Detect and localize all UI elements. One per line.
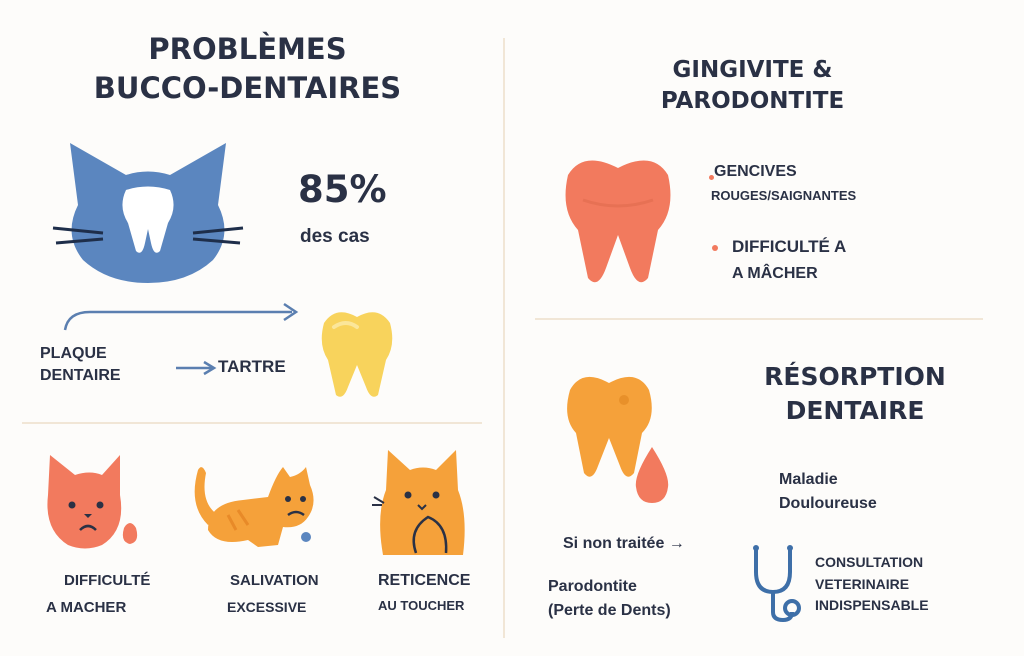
maladie-line2: Douloureuse: [779, 495, 877, 512]
drooling-orange-cat-icon: [194, 467, 314, 547]
result-line1: Parodontite: [548, 578, 637, 595]
right-bottom-title: RÉSORPTION DENTAIRE: [745, 360, 965, 428]
consult-line3: INDISPENSABLE: [815, 597, 929, 614]
symptom-1: DIFFICULTÉ A MACHER: [40, 572, 160, 616]
right-bottom-title-line1: RÉSORPTION: [764, 362, 946, 391]
stethoscope-icon: [753, 545, 801, 623]
symptom-2: SALIVATION EXCESSIVE: [222, 572, 342, 615]
symptom-1-line1: DIFFICULTÉ: [64, 572, 151, 589]
untreated-label: Si non traitée →: [563, 535, 685, 552]
sad-red-cat-icon: [47, 455, 138, 549]
yellow-tooth-icon: [321, 312, 393, 397]
consult-line2: VETERINAIRE: [815, 575, 910, 592]
right-top-title-line2: PARODONTITE: [660, 88, 845, 115]
symptom-3: RETICENCE AU TOUCHER: [372, 572, 487, 613]
consult-label: CONSULTATION VETERINAIRE INDISPENSABLE: [815, 552, 929, 617]
left-title-line2: BUCCO-DENTAIRES: [93, 71, 402, 106]
maladie-label: Maladie Douloureuse: [779, 468, 877, 516]
right-bottom-title-line2: DENTAIRE: [785, 395, 925, 425]
reticent-orange-cat-icon: [372, 450, 465, 555]
symptom-2-line1: SALIVATION: [230, 572, 319, 589]
consult-line1: CONSULTATION: [815, 554, 924, 570]
symptom-3-line1: RETICENCE: [378, 572, 471, 589]
symptom-3-line2: AU TOUCHER: [378, 598, 465, 613]
plaque-line1: PLAQUE: [40, 345, 107, 362]
bullet-1: GENCIVES ROUGES/SAIGNANTES: [708, 163, 856, 203]
plaque-line2: DENTAIRE: [40, 366, 121, 384]
blood-drop-icon: [635, 447, 669, 503]
left-title-line1: PROBLÈMES: [148, 32, 347, 66]
right-horizontal-divider: [535, 318, 983, 320]
bullet-1-dot: [709, 175, 714, 180]
bullet-2-line1: DIFFICULTÉ A: [732, 237, 847, 256]
right-top-title-line1: GINGIVITE &: [672, 57, 833, 83]
tartre-label: TARTRE: [218, 357, 286, 376]
red-tooth-icon: [565, 160, 671, 283]
blue-cat-head-with-tooth-icon: [52, 143, 244, 283]
stat-label: des cas: [300, 226, 370, 247]
result-line2: (Perte de Dents): [548, 602, 671, 619]
left-title: PROBLÈMES BUCCO-DENTAIRES: [60, 30, 435, 108]
stat-value: 85%: [298, 168, 387, 211]
bullet-2: DIFFICULTÉ A A MÂCHER: [712, 237, 846, 283]
bullet-2-line2: A MÂCHER: [732, 265, 818, 282]
symptom-2-line2: EXCESSIVE: [227, 599, 307, 615]
symptom-1-line2: A MACHER: [46, 599, 127, 616]
right-arrow-icon: [176, 360, 217, 376]
bullet-1-line1: GENCIVES: [714, 163, 797, 180]
result-label: Parodontite (Perte de Dents): [548, 575, 671, 623]
plaque-label: PLAQUE DENTAIRE: [40, 343, 121, 386]
right-top-title: GINGIVITE & PARODONTITE: [640, 55, 865, 117]
curved-arrow-icon: [63, 302, 299, 331]
bullet-1-line2: ROUGES/SAIGNANTES: [711, 188, 857, 203]
bullet-2-dot: [712, 245, 718, 251]
vertical-divider: [503, 38, 505, 638]
left-horizontal-divider: [22, 422, 482, 424]
maladie-line1: Maladie: [779, 471, 838, 488]
orange-tooth-icon: [567, 376, 652, 477]
